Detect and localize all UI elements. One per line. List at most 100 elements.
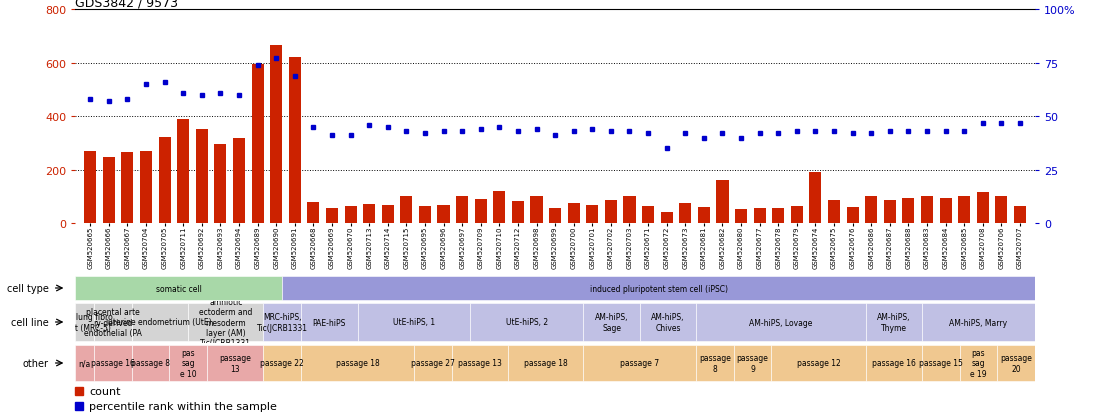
Text: cell line: cell line <box>11 317 49 327</box>
Text: UtE-hiPS, 1: UtE-hiPS, 1 <box>393 318 435 327</box>
Text: other: other <box>23 358 49 368</box>
Text: AM-hiPS, Marry: AM-hiPS, Marry <box>950 318 1007 327</box>
Text: percentile rank within the sample: percentile rank within the sample <box>89 401 277 411</box>
Bar <box>586 205 598 223</box>
Bar <box>696 345 733 382</box>
Bar <box>345 207 357 223</box>
Bar <box>865 345 922 382</box>
Bar <box>301 345 414 382</box>
Bar <box>605 201 617 223</box>
Text: passage
20: passage 20 <box>1001 354 1032 373</box>
Bar <box>642 207 654 223</box>
Text: MRC-hiPS,
Tic(JCRB1331: MRC-hiPS, Tic(JCRB1331 <box>257 313 308 332</box>
Bar <box>207 345 264 382</box>
Bar <box>177 120 189 223</box>
Bar <box>922 303 1035 342</box>
Bar <box>381 205 393 223</box>
Bar <box>771 345 865 382</box>
Bar <box>264 345 301 382</box>
Text: PAE-hiPS: PAE-hiPS <box>312 318 346 327</box>
Text: pas
sag
e 10: pas sag e 10 <box>179 348 196 378</box>
Text: uterine endometrium (UtE): uterine endometrium (UtE) <box>109 318 212 327</box>
Text: passage 12: passage 12 <box>797 358 840 368</box>
Text: count: count <box>89 387 121 396</box>
Bar <box>639 303 696 342</box>
Text: passage 7: passage 7 <box>620 358 659 368</box>
Bar <box>283 276 1035 300</box>
Bar <box>509 345 583 382</box>
Text: AM-hiPS,
Thyme: AM-hiPS, Thyme <box>878 313 911 332</box>
Bar <box>84 152 96 223</box>
Text: pas
sag
e 19: pas sag e 19 <box>971 348 987 378</box>
Text: passage 16: passage 16 <box>91 358 135 368</box>
Text: AM-hiPS,
Sage: AM-hiPS, Sage <box>595 313 628 332</box>
Bar <box>326 208 338 223</box>
Bar <box>660 213 673 223</box>
Bar <box>214 145 226 223</box>
Bar <box>791 207 803 223</box>
Bar <box>75 276 283 300</box>
Bar <box>493 192 505 223</box>
Bar <box>696 303 865 342</box>
Bar <box>132 345 170 382</box>
Bar <box>301 303 358 342</box>
Bar <box>733 345 771 382</box>
Bar <box>471 303 583 342</box>
Bar <box>958 197 971 223</box>
Bar <box>828 201 840 223</box>
Bar <box>122 153 133 223</box>
Bar <box>132 303 188 342</box>
Text: passage
8: passage 8 <box>699 354 731 373</box>
Bar <box>358 303 471 342</box>
Bar <box>960 345 997 382</box>
Bar <box>995 197 1007 223</box>
Text: AM-hiPS, Lovage: AM-hiPS, Lovage <box>749 318 812 327</box>
Text: passage 18: passage 18 <box>524 358 567 368</box>
Text: passage 8: passage 8 <box>131 358 171 368</box>
Bar <box>902 198 914 223</box>
Bar <box>75 345 94 382</box>
Text: passage
13: passage 13 <box>219 354 252 373</box>
Bar <box>550 209 561 223</box>
Text: induced pluripotent stem cell (iPSC): induced pluripotent stem cell (iPSC) <box>589 284 728 293</box>
Text: AM-hiPS,
Chives: AM-hiPS, Chives <box>652 313 685 332</box>
Bar <box>414 345 452 382</box>
Text: amniotic
ectoderm and
mesoderm
layer (AM)
Tic(JCRB1331: amniotic ectoderm and mesoderm layer (AM… <box>199 297 253 347</box>
Bar <box>158 138 171 223</box>
Bar <box>140 152 152 223</box>
Text: passage 16: passage 16 <box>872 358 915 368</box>
Bar <box>679 204 691 223</box>
Bar <box>94 303 132 342</box>
Text: passage 15: passage 15 <box>919 358 963 368</box>
Bar <box>922 345 960 382</box>
Bar <box>884 201 896 223</box>
Text: UtE-hiPS, 2: UtE-hiPS, 2 <box>506 318 548 327</box>
Bar <box>997 345 1035 382</box>
Bar <box>264 303 301 342</box>
Bar <box>567 204 579 223</box>
Bar <box>363 204 376 223</box>
Bar <box>583 345 696 382</box>
Bar <box>865 197 878 223</box>
Bar <box>170 345 207 382</box>
Text: passage 18: passage 18 <box>336 358 379 368</box>
Bar <box>921 197 933 223</box>
Bar <box>753 208 766 223</box>
Bar <box>717 181 729 223</box>
Bar <box>419 206 431 223</box>
Bar <box>772 208 784 223</box>
Text: passage 13: passage 13 <box>458 358 502 368</box>
Bar <box>512 202 524 223</box>
Bar <box>452 345 509 382</box>
Bar <box>400 196 412 223</box>
Bar <box>233 138 245 223</box>
Bar <box>583 303 639 342</box>
Bar <box>624 197 636 223</box>
Bar <box>735 210 747 223</box>
Text: somatic cell: somatic cell <box>156 284 202 293</box>
Bar <box>810 173 821 223</box>
Bar <box>865 303 922 342</box>
Text: placental arte
ry-derived
endothelial (PA: placental arte ry-derived endothelial (P… <box>84 307 142 337</box>
Bar <box>456 197 469 223</box>
Bar <box>94 345 132 382</box>
